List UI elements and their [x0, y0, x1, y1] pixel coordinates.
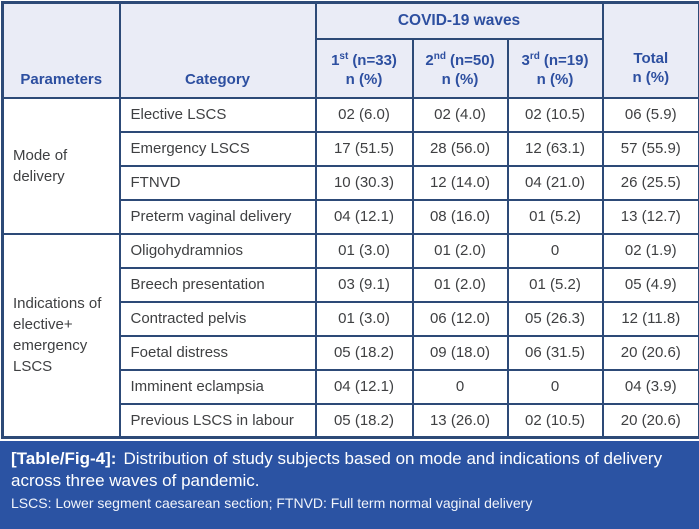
wave1-value-cell: 04 (12.1) — [314, 198, 414, 235]
wave3-value-cell: 01 (5.2) — [506, 266, 604, 303]
category-cell: Contracted pelvis — [118, 300, 317, 337]
wave3-value-cell: 04 (21.0) — [506, 164, 604, 201]
wave2-value-cell: 02 (4.0) — [411, 96, 509, 133]
wave2-value-cell: 12 (14.0) — [411, 164, 509, 201]
wave1-n: (n=33) — [352, 52, 397, 69]
column-header-wave-1: 1st (n=33) n (%) — [314, 37, 414, 99]
category-cell: Elective LSCS — [118, 96, 317, 133]
column-header-covid-waves: COVID-19 waves — [314, 1, 604, 40]
caption-footnote: LSCS: Lower segment caesarean section; F… — [11, 495, 533, 511]
wave2-value-cell: 13 (26.0) — [411, 402, 509, 439]
total-value-cell: 02 (1.9) — [601, 232, 699, 269]
total-value-cell: 26 (25.5) — [601, 164, 699, 201]
wave2-ordinal: nd — [433, 51, 446, 62]
wave2-subtitle: n (%) — [441, 71, 479, 88]
wave2-value-cell: 01 (2.0) — [411, 232, 509, 269]
wave3-value-cell: 0 — [506, 232, 604, 269]
table-header: Parameters Category COVID-19 waves Total… — [1, 1, 699, 99]
category-cell: Imminent eclampsia — [118, 368, 317, 405]
wave1-subtitle: n (%) — [345, 71, 383, 88]
caption-band: [Table/Fig-4]: Distribution of study subj… — [0, 441, 699, 529]
wave2-title: 2nd (n=50) — [415, 47, 506, 70]
wave2-value-cell: 01 (2.0) — [411, 266, 509, 303]
distribution-table: Parameters Category COVID-19 waves Total… — [1, 1, 699, 439]
category-cell: Emergency LSCS — [118, 130, 317, 167]
table-body: Mode of delivery Elective LSCS 02 (6.0) … — [1, 96, 699, 439]
wave1-value-cell: 03 (9.1) — [314, 266, 414, 303]
table-row: Contracted pelvis 01 (3.0) 06 (12.0) 05 … — [3, 300, 699, 337]
wave2-number: 2 — [425, 52, 434, 69]
wave1-ordinal: st — [339, 51, 349, 62]
wave3-n: (n=19) — [543, 52, 589, 69]
category-cell: Previous LSCS in labour — [118, 402, 317, 439]
column-header-wave-2: 2nd (n=50) n (%) — [411, 37, 509, 99]
wave1-value-cell: 05 (18.2) — [314, 334, 414, 371]
total-value-cell: 20 (20.6) — [601, 402, 699, 439]
wave2-value-cell: 09 (18.0) — [411, 334, 509, 371]
column-header-category: Category — [118, 1, 317, 99]
wave3-value-cell: 02 (10.5) — [506, 402, 604, 439]
wave1-value-cell: 01 (3.0) — [314, 232, 414, 269]
wave3-value-cell: 12 (63.1) — [506, 130, 604, 167]
wave3-value-cell: 01 (5.2) — [506, 198, 604, 235]
wave2-value-cell: 06 (12.0) — [411, 300, 509, 337]
wave1-value-cell: 04 (12.1) — [314, 368, 414, 405]
wave3-ordinal: rd — [529, 51, 540, 62]
total-value-cell: 05 (4.9) — [601, 266, 699, 303]
table-row: Mode of delivery Elective LSCS 02 (6.0) … — [1, 96, 699, 235]
table-row: FTNVD 10 (30.3) 12 (14.0) 04 (21.0) 26 (… — [3, 164, 699, 201]
wave3-value-cell: 06 (31.5) — [506, 334, 604, 371]
table-row: Breech presentation 03 (9.1) 01 (2.0) 01… — [3, 266, 699, 303]
table-caption: [Table/Fig-4]: Distribution of study subj… — [11, 448, 688, 492]
category-cell: Oligohydramnios — [118, 232, 317, 269]
wave1-value-cell: 01 (3.0) — [314, 300, 414, 337]
wave3-value-cell: 0 — [506, 368, 604, 405]
total-value-cell: 20 (20.6) — [601, 334, 699, 371]
table-row: Foetal distress 05 (18.2) 09 (18.0) 06 (… — [3, 334, 699, 371]
category-cell: FTNVD — [118, 164, 317, 201]
total-value-cell: 04 (3.9) — [601, 368, 699, 405]
table-row: Emergency LSCS 17 (51.5) 28 (56.0) 12 (6… — [3, 130, 699, 167]
wave1-value-cell: 05 (18.2) — [314, 402, 414, 439]
category-cell: Foetal distress — [118, 334, 317, 371]
column-header-wave-3: 3rd (n=19) n (%) — [506, 37, 604, 99]
caption-text: Distribution of study subjects based on … — [11, 449, 663, 490]
total-value-cell: 13 (12.7) — [601, 198, 699, 235]
wave1-value-cell: 10 (30.3) — [314, 164, 414, 201]
parameter-cell-indications: Indications of elective+ emergency LSCS — [1, 232, 121, 439]
table-row: Previous LSCS in labour 05 (18.2) 13 (26… — [3, 402, 699, 439]
total-header-line1: Total — [633, 49, 669, 67]
wave3-title: 3rd (n=19) — [510, 47, 601, 70]
parameter-cell-mode-of-delivery: Mode of delivery — [1, 96, 121, 235]
header-row-2: 1st (n=33) n (%) 2nd (n=50) n (%) 3rd (n=19… — [3, 37, 699, 99]
wave2-value-cell: 0 — [411, 368, 509, 405]
wave1-title: 1st (n=33) — [318, 47, 411, 70]
total-value-cell: 57 (55.9) — [601, 130, 699, 167]
wave3-value-cell: 02 (10.5) — [506, 96, 604, 133]
column-header-total: Total n (%) — [601, 1, 699, 99]
total-header-line2: n (%) — [632, 68, 670, 86]
table-row: Imminent eclampsia 04 (12.1) 0 0 04 (3.9… — [3, 368, 699, 405]
total-value-cell: 06 (5.9) — [601, 96, 699, 133]
wave1-value-cell: 02 (6.0) — [314, 96, 414, 133]
category-cell: Breech presentation — [118, 266, 317, 303]
wave3-value-cell: 05 (26.3) — [506, 300, 604, 337]
wave2-value-cell: 28 (56.0) — [411, 130, 509, 167]
column-header-parameters: Parameters — [1, 1, 121, 99]
table-row: Indications of elective+ emergency LSCS … — [1, 232, 699, 439]
table-row: Preterm vaginal delivery 04 (12.1) 08 (1… — [3, 198, 699, 235]
wave2-value-cell: 08 (16.0) — [411, 198, 509, 235]
caption-label: [Table/Fig-4]: — [11, 449, 117, 468]
category-cell: Preterm vaginal delivery — [118, 198, 317, 235]
wave1-number: 1 — [331, 52, 340, 69]
wave1-value-cell: 17 (51.5) — [314, 130, 414, 167]
total-value-cell: 12 (11.8) — [601, 300, 699, 337]
wave2-n: (n=50) — [449, 52, 495, 69]
wave3-number: 3 — [521, 52, 530, 69]
header-row-1: Parameters Category COVID-19 waves Total… — [1, 1, 699, 99]
wave3-subtitle: n (%) — [536, 71, 574, 88]
